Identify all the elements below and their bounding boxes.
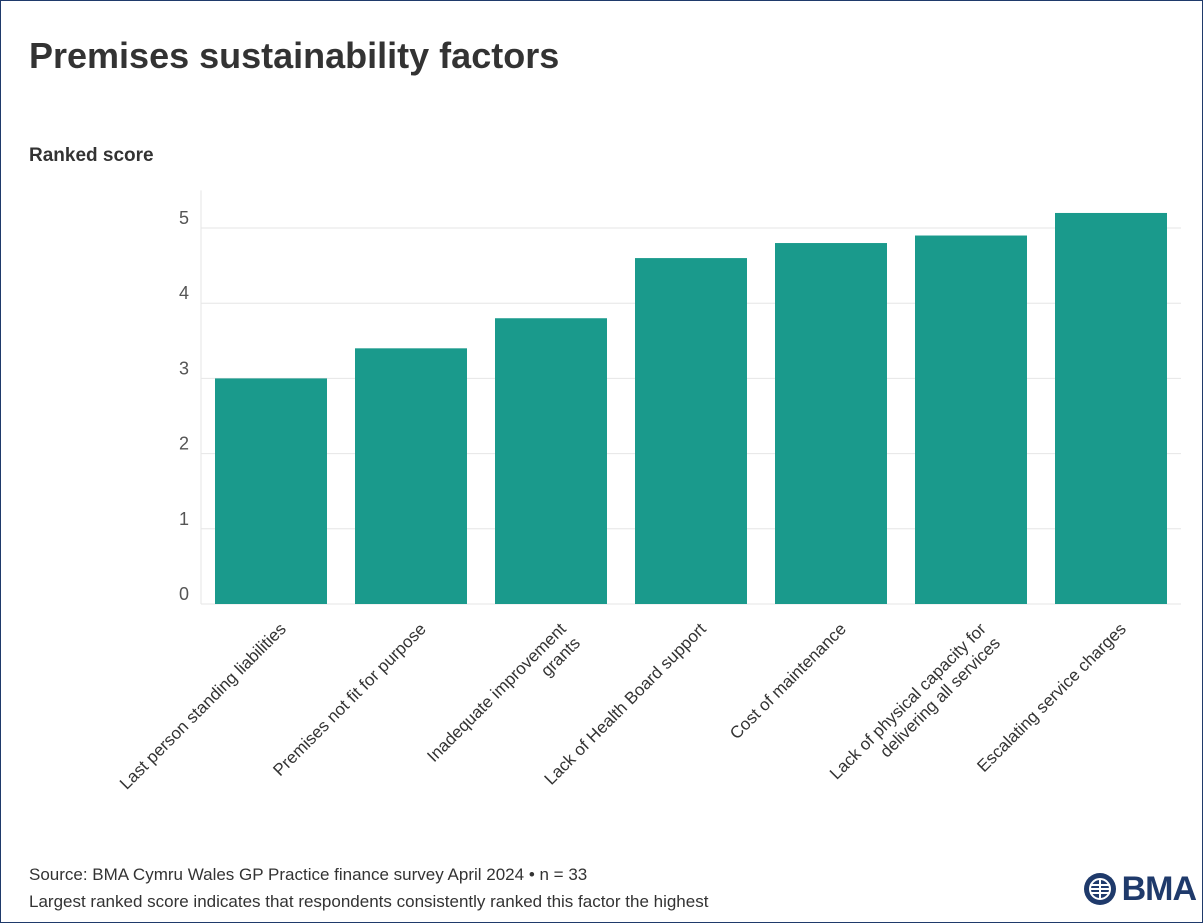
x-category-label-line: Inadequate improvement [423,619,570,766]
bma-logo-icon [1083,873,1116,905]
x-category-label-line: Cost of maintenance [726,619,850,743]
x-category-label: Lack of physical capacity fordelivering … [826,619,1004,797]
x-category-label-line: delivering all services [876,634,1004,762]
bma-logo: BMA [1082,869,1197,909]
x-axis-categories: Last person standing liabilitiesPremises… [116,619,1130,797]
y-tick-label: 5 [179,208,189,228]
y-tick-label: 4 [179,283,189,303]
x-category-label-line: Premises not fit for purpose [269,619,429,779]
y-tick-label: 3 [179,358,189,378]
bar [355,348,467,604]
y-tick-label: 1 [179,509,189,529]
bar-chart: 0 1 2 3 4 5 Last person standing liabilitiesP… [116,190,1181,797]
bar [1055,212,1167,604]
bar [915,235,1027,604]
y-axis-ticks: 0 1 2 3 4 5 [179,208,189,604]
y-tick-label: 0 [179,584,189,604]
bar [775,243,887,605]
bar [215,378,327,604]
bars [215,212,1167,605]
x-category-label: Cost of maintenance [726,619,850,743]
x-category-label: Last person standing liabilities [116,619,290,793]
bar [495,318,607,604]
logo-text: BMA [1121,869,1197,908]
source-note: Source: BMA Cymru Wales GP Practice fina… [29,865,588,884]
explanatory-note: Largest ranked score indicates that resp… [29,892,709,911]
x-category-label-line: Lack of physical capacity for [826,619,990,783]
chart-footer: Source: BMA Cymru Wales GP Practice fina… [29,861,708,915]
x-category-label: Premises not fit for purpose [269,619,429,779]
x-category-label-line: Last person standing liabilities [116,619,290,793]
bar [635,258,747,604]
y-axis-label: Ranked score [29,145,154,166]
chart-title: Premises sustainability factors [29,35,560,76]
y-tick-label: 2 [179,434,189,454]
